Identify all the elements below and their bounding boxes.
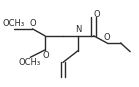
Text: OCH₃: OCH₃ [2, 19, 24, 28]
Text: N: N [75, 25, 81, 34]
Text: O: O [30, 19, 37, 28]
Text: O: O [93, 10, 100, 19]
Text: O: O [104, 33, 110, 42]
Text: O: O [42, 51, 49, 60]
Text: OCH₃: OCH₃ [18, 58, 41, 67]
